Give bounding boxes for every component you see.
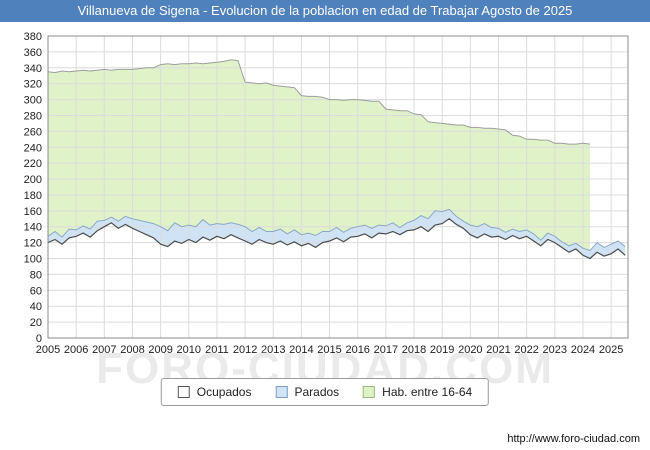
x-tick-label: 2022 [514, 344, 538, 356]
y-tick-label: 140 [24, 222, 42, 234]
x-tick-label: 2016 [345, 344, 369, 356]
y-tick-label: 120 [24, 238, 42, 250]
x-tick-label: 2025 [599, 344, 623, 356]
parados-area [48, 209, 626, 259]
y-tick-label: 60 [30, 285, 42, 297]
y-tick-label: 320 [24, 79, 42, 91]
chart-title: Villanueva de Sigena - Evolucion de la p… [0, 0, 650, 22]
footer-url[interactable]: http://www.foro-ciudad.com [507, 433, 640, 445]
x-tick-label: 2020 [458, 344, 482, 356]
x-tick-label: 2009 [148, 344, 172, 356]
y-tick-label: 280 [24, 110, 42, 122]
ocupados-area [48, 218, 626, 338]
x-tick-label: 2018 [402, 344, 426, 356]
y-tick-label: 100 [24, 254, 42, 266]
legend-swatch-parados [275, 386, 288, 398]
y-tick-label: 180 [24, 190, 42, 202]
y-tick-label: 220 [24, 158, 42, 170]
legend-item-hab-16-64: Hab. entre 16-64 [363, 385, 472, 399]
y-tick-label: 40 [30, 301, 42, 313]
legend-item-ocupados: Ocupados [177, 385, 252, 399]
legend-label-parados: Parados [294, 385, 340, 399]
x-tick-label: 2013 [261, 344, 285, 356]
hab-16-64-line [47, 59, 591, 145]
y-tick-label: 0 [36, 333, 42, 345]
x-tick-label: 2007 [92, 344, 116, 356]
ocupados-line [47, 218, 626, 260]
legend-item-parados: Parados [275, 385, 339, 399]
y-tick-label: 20 [30, 317, 42, 329]
y-tick-label: 360 [24, 47, 42, 59]
legend-label-ocupados: Ocupados [196, 385, 252, 399]
legend: Ocupados Parados Hab. entre 16-64 [160, 378, 490, 406]
y-tick-label: 260 [24, 126, 42, 138]
parados-line [47, 208, 626, 252]
plot-border [47, 35, 629, 339]
legend-label-hab-16-64: Hab. entre 16-64 [382, 385, 473, 399]
x-tick-label: 2017 [374, 344, 398, 356]
legend-swatch-ocupados [177, 386, 190, 398]
y-tick-label: 240 [24, 142, 42, 154]
y-tick-label: 80 [30, 269, 42, 281]
x-tick-label: 2005 [36, 344, 60, 356]
x-tick-label: 2010 [177, 344, 201, 356]
y-tick-label: 200 [24, 174, 42, 186]
y-tick-label: 340 [24, 63, 42, 75]
legend-swatch-hab-16-64 [363, 386, 376, 398]
x-tick-label: 2021 [486, 344, 510, 356]
y-tick-label: 380 [24, 31, 42, 43]
x-tick-label: 2019 [430, 344, 454, 356]
x-tick-label: 2024 [571, 344, 595, 356]
x-tick-label: 2012 [233, 344, 257, 356]
y-tick-label: 300 [24, 95, 42, 107]
y-tick-label: 160 [24, 206, 42, 218]
x-tick-label: 2015 [317, 344, 341, 356]
x-tick-label: 2023 [543, 344, 567, 356]
x-tick-label: 2011 [205, 344, 229, 356]
x-tick-label: 2008 [120, 344, 144, 356]
x-tick-label: 2014 [289, 344, 313, 356]
x-tick-label: 2006 [64, 344, 88, 356]
